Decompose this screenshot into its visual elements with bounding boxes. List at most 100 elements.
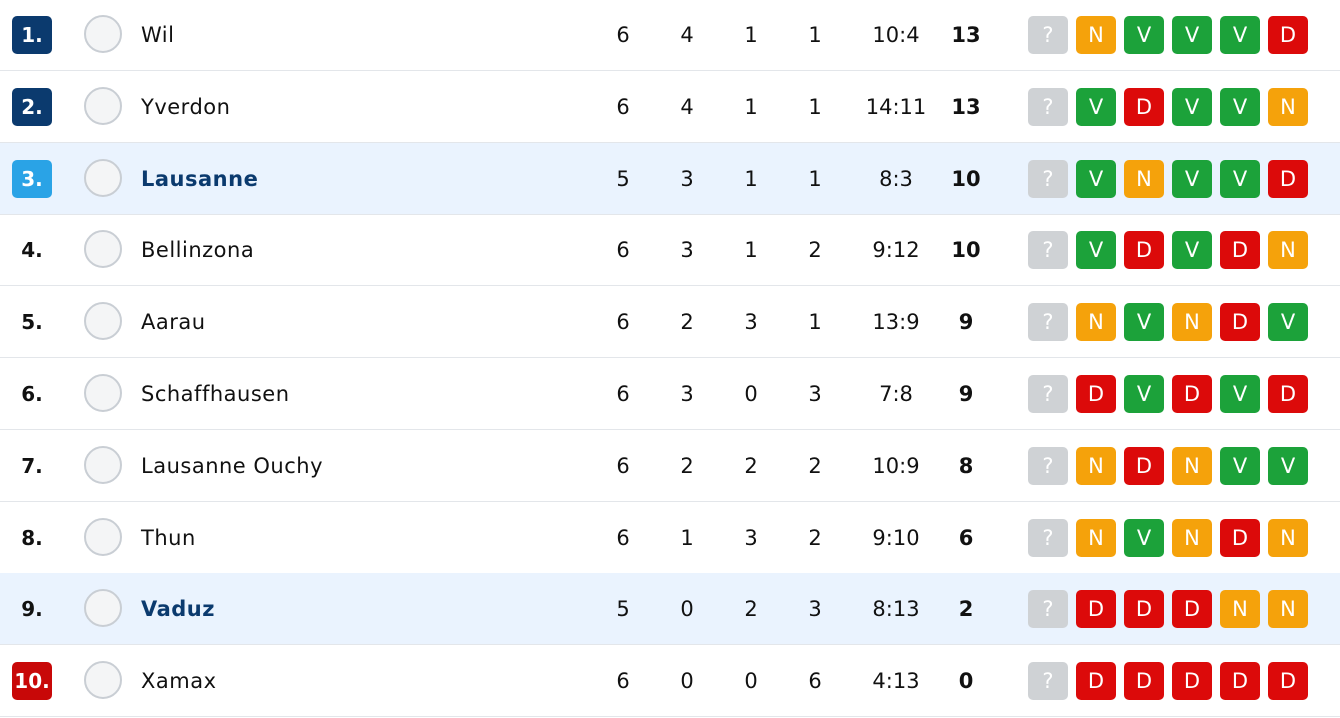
form-badge: V <box>1172 16 1212 54</box>
form-badge: V <box>1220 87 1260 126</box>
form-badge: V <box>1220 159 1260 198</box>
wins: 3 <box>680 238 694 263</box>
form-badge: V <box>1076 87 1116 126</box>
form-badge: D <box>1220 518 1260 557</box>
losses: 1 <box>808 23 822 47</box>
form-badge: D <box>1268 159 1308 198</box>
goals: 10:4 <box>872 23 920 47</box>
team-name: Bellinzona <box>141 238 255 263</box>
points: 0 <box>958 669 974 694</box>
points: 9 <box>958 310 974 335</box>
rank-badge: 4. <box>21 238 43 263</box>
losses: 1 <box>808 94 822 119</box>
form-badge: N <box>1172 446 1212 485</box>
goals: 8:3 <box>879 166 913 191</box>
form-badge: V <box>1076 159 1116 198</box>
form-badge: V <box>1220 446 1260 485</box>
form-badge: V <box>1124 518 1164 557</box>
draws: 2 <box>744 453 758 478</box>
form-badge: N <box>1268 87 1308 126</box>
losses: 2 <box>808 238 822 263</box>
draws: 1 <box>744 166 758 191</box>
form-badge: N <box>1124 159 1164 198</box>
table-row: 5. Aarau 6 2 3 1 13:9 9? N V N D V <box>0 286 1340 359</box>
played: 6 <box>616 23 630 47</box>
points: 2 <box>958 597 974 622</box>
form-badge: D <box>1124 590 1164 629</box>
table-row: 2. Yverdon 6 4 1 1 14:11 13? V D V V N <box>0 71 1340 143</box>
team-logo <box>84 15 122 53</box>
played: 6 <box>616 669 630 694</box>
team-logo <box>84 517 122 556</box>
team-name: Lausanne Ouchy <box>141 453 324 478</box>
form-badge: D <box>1124 87 1164 126</box>
rank-badge: 8. <box>21 525 43 550</box>
team-name: Vaduz <box>141 597 215 622</box>
losses: 3 <box>808 597 822 622</box>
goals: 10:9 <box>872 453 920 478</box>
team-name: Lausanne <box>141 166 259 191</box>
form-badge: D <box>1076 375 1116 413</box>
form-badge: D <box>1124 662 1164 701</box>
played: 6 <box>616 525 630 550</box>
form-badge: N <box>1268 231 1308 270</box>
team-logo <box>84 230 122 269</box>
wins: 3 <box>680 382 694 406</box>
form-badge: V <box>1172 231 1212 270</box>
goals: 7:8 <box>879 382 913 406</box>
form-badge: N <box>1220 590 1260 629</box>
next-match: ? <box>1028 87 1068 126</box>
draws: 0 <box>744 382 758 406</box>
form-badge: N <box>1172 303 1212 342</box>
next-match: ? <box>1028 590 1068 629</box>
losses: 6 <box>808 669 822 694</box>
team-name: Thun <box>141 525 196 550</box>
table-row: 1. Wil 6 4 1 1 10:4 13? N V V V D <box>0 0 1340 71</box>
team-logo <box>84 86 122 125</box>
wins: 4 <box>680 94 694 119</box>
losses: 1 <box>808 166 822 191</box>
goals: 4:13 <box>872 669 920 694</box>
form-badge: D <box>1124 231 1164 270</box>
wins: 4 <box>680 23 694 47</box>
played: 5 <box>616 597 630 622</box>
form-badge: V <box>1124 303 1164 342</box>
goals: 9:12 <box>872 238 920 263</box>
table-row: 8. Thun 6 1 3 2 9:10 6? N V N D N <box>0 502 1340 574</box>
form-badge: D <box>1220 303 1260 342</box>
table-row: 9. Vaduz 5 0 2 3 8:13 2? D D D N N <box>0 573 1340 646</box>
losses: 1 <box>808 310 822 335</box>
draws: 2 <box>744 597 758 622</box>
form-badge: N <box>1172 518 1212 557</box>
points: 8 <box>958 453 974 478</box>
form-badge: D <box>1268 662 1308 701</box>
form-badge: N <box>1076 446 1116 485</box>
team-logo <box>84 302 122 341</box>
form-badge: N <box>1076 303 1116 342</box>
points: 9 <box>958 382 974 406</box>
rank-badge: 3. <box>12 159 52 198</box>
played: 6 <box>616 94 630 119</box>
form-badge: N <box>1268 518 1308 557</box>
table-row: 6. Schaffhausen 6 3 0 3 7:8 9? D V D V D <box>0 358 1340 430</box>
rank-badge: 1. <box>12 16 52 54</box>
team-logo <box>84 661 122 700</box>
next-match: ? <box>1028 231 1068 270</box>
form-badge: N <box>1268 590 1308 629</box>
table-row: 7. Lausanne Ouchy 6 2 2 2 10:9 8? N D N V V <box>0 430 1340 502</box>
form-badge: D <box>1172 375 1212 413</box>
form-badge: D <box>1268 16 1308 54</box>
played: 5 <box>616 166 630 191</box>
points: 13 <box>951 94 981 119</box>
goals: 14:11 <box>865 94 927 119</box>
form-badge: V <box>1124 375 1164 413</box>
form-badge: V <box>1268 303 1308 342</box>
rank-badge: 6. <box>21 382 43 406</box>
rank-badge: 9. <box>21 597 43 622</box>
form-badge: V <box>1220 375 1260 413</box>
played: 6 <box>616 382 630 406</box>
form-badge: V <box>1220 16 1260 54</box>
form-badge: D <box>1220 662 1260 701</box>
wins: 2 <box>680 310 694 335</box>
